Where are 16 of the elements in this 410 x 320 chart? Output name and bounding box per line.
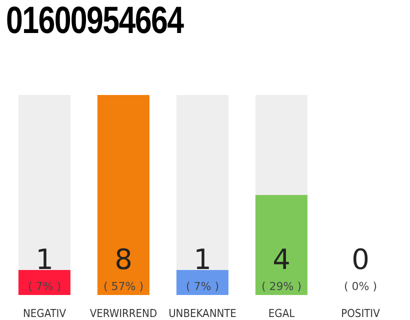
annotation: ( 29% ): [261, 280, 302, 293]
data-label: 8: [114, 243, 132, 276]
x-tick-label: UNBEKANNTE: [168, 307, 236, 320]
annotation: ( 57% ): [103, 280, 144, 293]
x-tick-label: VERWIRREND: [90, 307, 158, 320]
annotation: ( 0% ): [344, 280, 378, 293]
x-tick-label: EGAL: [268, 307, 296, 320]
chart-title: 01600954664: [6, 0, 184, 43]
data-label: 1: [36, 243, 54, 276]
annotation: ( 7% ): [28, 280, 62, 293]
data-label: 0: [352, 243, 370, 276]
x-tick-label: NEGATIV: [23, 307, 66, 320]
annotation: ( 7% ): [186, 280, 220, 293]
x-tick-label: POSITIV: [341, 307, 380, 320]
data-label: 1: [194, 243, 212, 276]
data-label: 4: [272, 243, 290, 276]
